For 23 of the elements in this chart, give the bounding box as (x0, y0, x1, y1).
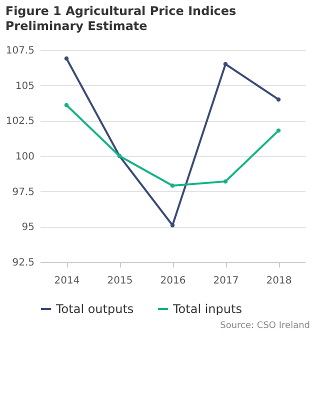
point (276, 128, 281, 133)
x-tick-label: 2017 (213, 276, 239, 286)
point (276, 97, 281, 102)
point (223, 179, 228, 184)
point (170, 184, 175, 188)
y-tick-label: 105 (15, 80, 34, 92)
x-tick-label: 2016 (160, 276, 186, 286)
point (170, 223, 175, 228)
point (223, 62, 228, 66)
x-tick-label: 2018 (266, 276, 292, 286)
point (64, 103, 69, 108)
chart-title: Figure 1 Agricultural Price Indices (5, 4, 236, 18)
y-tick-label: 92.5 (12, 258, 34, 268)
x-tick-label: 2015 (107, 276, 133, 286)
source-note: Source: CSO Ireland (219, 320, 311, 331)
y-tick-label: 95 (22, 222, 34, 234)
y-tick-label: 107.5 (6, 46, 34, 56)
point (64, 56, 69, 61)
y-tick-label: 100 (15, 152, 34, 162)
y-tick-label: 102.5 (6, 116, 34, 128)
x-tick-label: 2014 (54, 276, 80, 286)
y-tick-label: 97.5 (12, 186, 34, 198)
chart-subtitle: Preliminary Estimate (5, 19, 148, 33)
